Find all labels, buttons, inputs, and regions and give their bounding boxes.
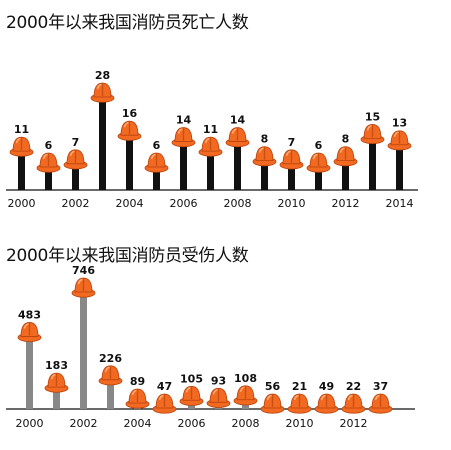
helmet-icon — [306, 152, 331, 173]
x-tick-label-2004: 2004 — [116, 197, 144, 210]
helmet-icon — [368, 393, 393, 414]
bar-2004 — [126, 126, 133, 190]
data-label-2006: 14 — [176, 114, 192, 127]
x-tick-label-2012: 2012 — [340, 417, 368, 430]
helmet-icon — [206, 387, 231, 408]
data-label-2005: 6 — [153, 139, 161, 152]
data-label-2012: 8 — [342, 133, 350, 146]
bar-2000 — [18, 142, 25, 190]
bar-2003 — [99, 88, 106, 190]
helmet-icon — [252, 146, 277, 167]
bar-2010 — [288, 154, 295, 190]
helmet-icon — [63, 149, 88, 170]
chart-0: 11 6 7 28 16 6 14 11 14 8 7 6 8 15 13 2000 2002 2004 2006 2… — [6, 69, 418, 210]
data-label-2008: 14 — [230, 114, 246, 127]
x-tick-label-2006: 2006 — [170, 197, 198, 210]
data-label-2001: 183 — [45, 359, 68, 372]
bar-2008 — [234, 132, 241, 190]
data-label-2004: 16 — [122, 107, 138, 120]
helmet-icon — [333, 146, 358, 167]
data-label-2003: 28 — [95, 69, 110, 82]
data-label-2000: 483 — [18, 308, 41, 321]
helmet-icon — [341, 393, 366, 414]
bar-2002 — [72, 154, 79, 190]
helmet-icon — [225, 127, 250, 148]
data-label-2002: 746 — [72, 264, 95, 277]
helmet-icon — [9, 136, 34, 157]
helmet-icon — [152, 393, 177, 414]
helmet-icon — [71, 277, 96, 298]
x-tick-label-2004: 2004 — [124, 417, 152, 430]
data-label-2011: 49 — [319, 380, 334, 393]
x-tick-label-2010: 2010 — [278, 197, 306, 210]
helmet-icon — [260, 393, 285, 414]
bar-2006 — [180, 132, 187, 190]
data-label-2008: 108 — [234, 372, 257, 385]
data-label-2009: 56 — [265, 380, 281, 393]
helmet-icon — [17, 322, 42, 343]
x-tick-label-2002: 2002 — [70, 417, 98, 430]
x-tick-label-2014: 2014 — [386, 197, 414, 210]
data-label-2004: 89 — [130, 375, 145, 388]
data-label-2014: 13 — [392, 117, 407, 130]
bar-2011 — [315, 158, 322, 190]
helmet-icon — [287, 393, 312, 414]
x-tick-label-2006: 2006 — [178, 417, 206, 430]
data-label-2007: 93 — [211, 374, 226, 387]
data-label-2001: 6 — [45, 139, 53, 152]
helmet-icon — [198, 136, 223, 157]
helmet-icon — [98, 365, 123, 386]
helmet-icon — [387, 130, 412, 151]
bar-2001 — [45, 158, 52, 190]
helmet-icon — [44, 372, 69, 393]
injuries-chart-title: 2000年以来我国消防员受伤人数 — [6, 246, 249, 266]
data-label-2005: 47 — [157, 380, 172, 393]
data-label-2000: 11 — [14, 123, 29, 136]
bar-2012 — [342, 151, 349, 190]
data-label-2010: 21 — [292, 380, 307, 393]
helmet-icon — [314, 393, 339, 414]
data-label-2003: 226 — [99, 352, 122, 365]
helmet-icon — [279, 149, 304, 170]
data-label-2007: 11 — [203, 123, 218, 136]
x-tick-label-2000: 2000 — [8, 197, 36, 210]
data-label-2006: 105 — [180, 372, 203, 385]
x-tick-label-2008: 2008 — [224, 197, 252, 210]
x-tick-label-2000: 2000 — [16, 417, 44, 430]
x-tick-label-2010: 2010 — [286, 417, 314, 430]
helmet-icon — [117, 120, 142, 141]
data-label-2009: 8 — [261, 133, 269, 146]
helmet-icon — [125, 388, 150, 409]
data-label-2013: 15 — [365, 110, 380, 123]
data-label-2010: 7 — [288, 136, 296, 149]
x-tick-label-2002: 2002 — [62, 197, 90, 210]
helmet-icon — [90, 82, 115, 103]
data-label-2013: 37 — [373, 380, 388, 393]
helmet-icon — [171, 127, 196, 148]
bar-2014 — [396, 135, 403, 190]
bar-2002 — [80, 283, 87, 409]
helmet-icon — [233, 385, 258, 406]
bar-2000 — [26, 327, 33, 409]
bar-2013 — [369, 129, 376, 190]
bar-2009 — [261, 151, 268, 190]
data-label-2011: 6 — [315, 139, 323, 152]
helmet-icon — [144, 152, 169, 173]
chart-1: 483 183 746 226 89 47 105 93 108 56 21 49 22 37 2000 20… — [6, 264, 415, 430]
data-label-2012: 22 — [346, 380, 361, 393]
helmet-icon — [179, 385, 204, 406]
bar-2005 — [153, 158, 160, 190]
helmet-icon — [360, 123, 385, 144]
deaths-chart-title: 2000年以来我国消防员死亡人数 — [6, 13, 249, 33]
data-label-2002: 7 — [72, 136, 80, 149]
bar-2003 — [107, 370, 114, 409]
x-tick-label-2012: 2012 — [332, 197, 360, 210]
helmet-icon — [36, 152, 61, 173]
x-tick-label-2008: 2008 — [232, 417, 260, 430]
bar-2001 — [53, 378, 60, 409]
bar-2007 — [207, 142, 214, 190]
